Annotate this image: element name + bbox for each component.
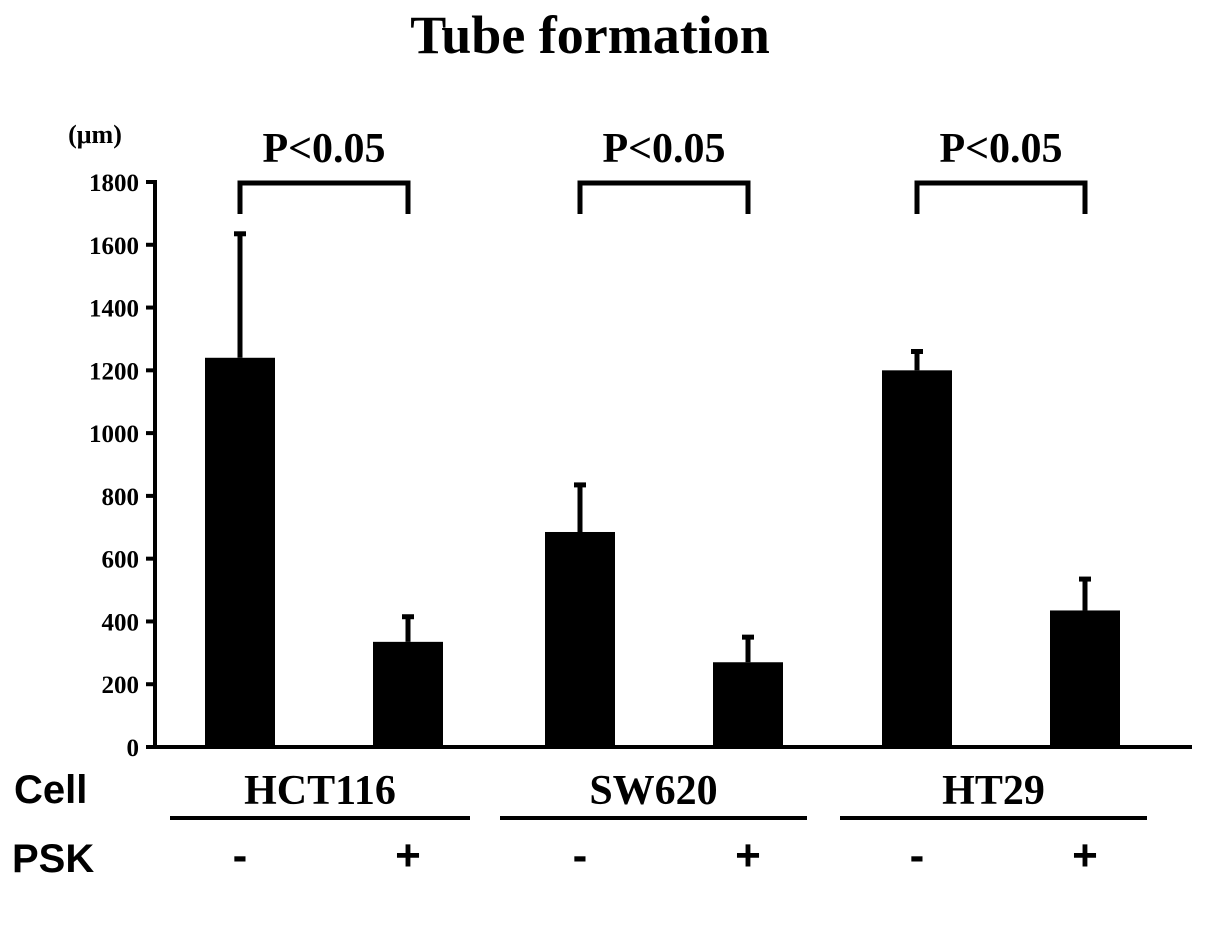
psk-label: - xyxy=(233,831,248,880)
y-tick-label: 1600 xyxy=(89,233,139,260)
significance-label: P<0.05 xyxy=(939,126,1062,172)
y-tick-label: 1800 xyxy=(89,170,139,197)
axes: 0 200 400 600 800 1000 1200 1400 1600 1800 xyxy=(89,170,1192,762)
psk-label: - xyxy=(910,831,925,880)
psk-label: + xyxy=(395,831,421,880)
psk-label: - xyxy=(573,831,588,880)
y-tick-label: 200 xyxy=(102,672,140,699)
bar xyxy=(882,370,952,747)
cell-label: HCT116 xyxy=(244,768,396,814)
y-tick-label: 1200 xyxy=(89,358,139,385)
y-tick-label: 400 xyxy=(102,609,140,636)
y-tick-label: 800 xyxy=(102,484,140,511)
bar xyxy=(545,531,615,747)
y-tick-label: 1000 xyxy=(89,421,139,448)
y-tick-label: 0 xyxy=(127,735,140,762)
psk-row-label: PSK xyxy=(12,837,94,881)
y-axis-unit: (μm) xyxy=(68,120,122,149)
y-tick-label: 1400 xyxy=(89,296,139,323)
significance-bracket xyxy=(577,180,751,214)
chart-title: Tube formation xyxy=(410,5,770,65)
bar xyxy=(373,641,443,747)
significance-label: P<0.05 xyxy=(262,126,385,172)
y-tick-label: 600 xyxy=(102,547,140,574)
significance-bracket xyxy=(237,180,411,214)
cell-label: SW620 xyxy=(589,768,717,814)
bar xyxy=(1050,610,1120,747)
significance-bracket xyxy=(914,180,1088,214)
cell-label: HT29 xyxy=(942,768,1045,814)
bar xyxy=(205,357,275,747)
psk-label: + xyxy=(735,831,761,880)
bars-layer xyxy=(205,231,1120,747)
bar xyxy=(713,662,783,747)
psk-label: + xyxy=(1072,831,1098,880)
cell-row-label: Cell xyxy=(14,768,87,812)
significance-label: P<0.05 xyxy=(602,126,725,172)
